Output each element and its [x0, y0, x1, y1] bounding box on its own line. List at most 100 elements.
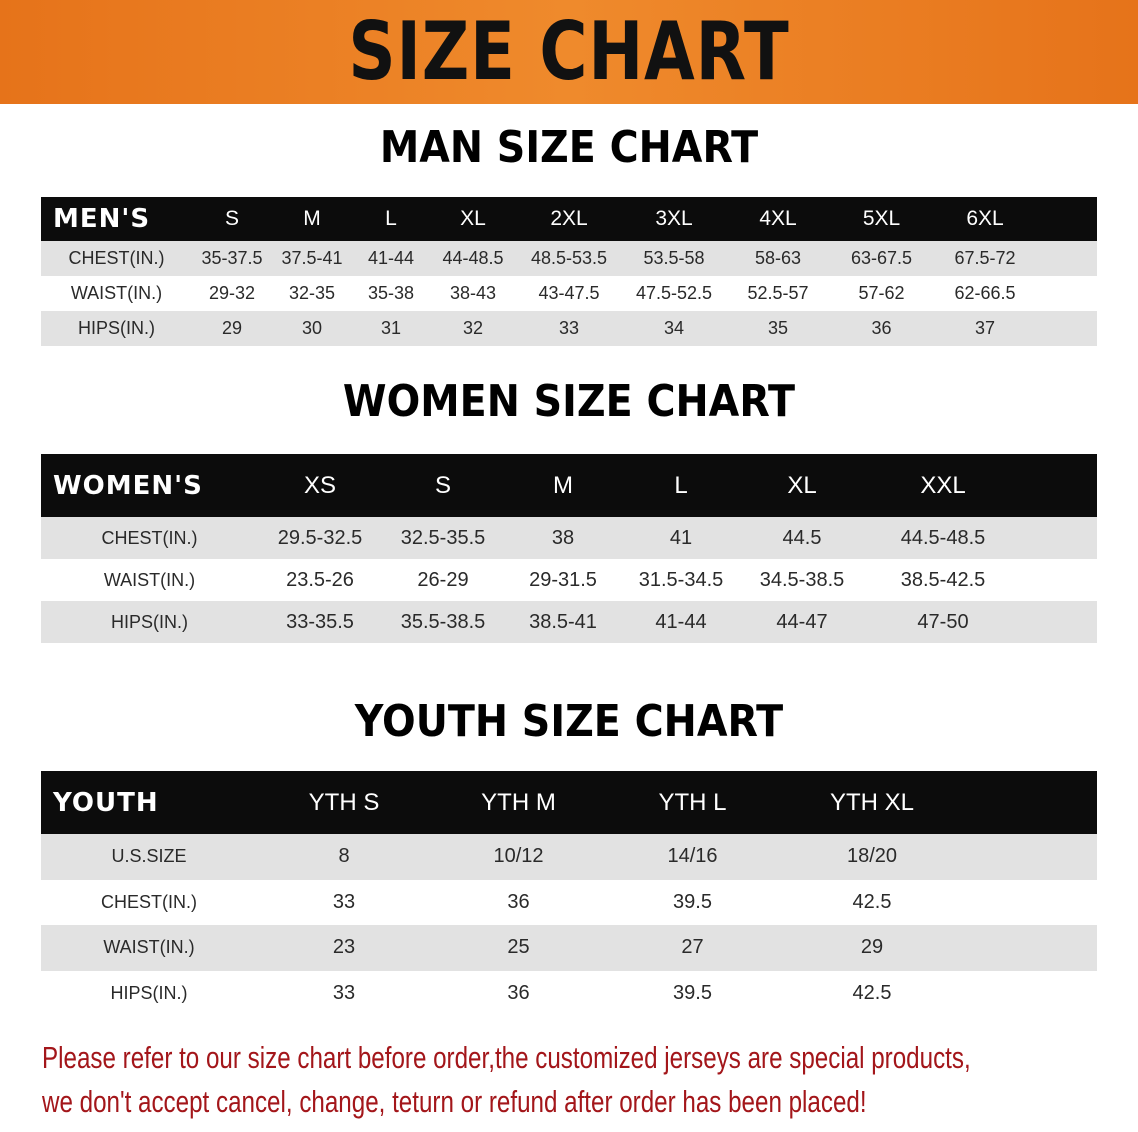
size-column-header: XXL — [920, 471, 966, 499]
measurement-cell: 36 — [871, 318, 892, 338]
table-row: CHEST(IN.) 35-37.5 37.5-41 41-44 44-48.5 48.5… — [41, 241, 1097, 276]
measurement-cell: 57-62 — [858, 283, 905, 303]
size-column-header: L — [385, 207, 397, 230]
measurement-cell: 32.5-35.5 — [400, 526, 486, 549]
size-column-header: S — [224, 207, 239, 230]
measurement-cell: 44-48.5 — [442, 248, 504, 268]
row-label: WAIST(IN.) — [70, 283, 163, 303]
measurement-cell: 53.5-58 — [643, 248, 705, 268]
empty-cell — [1022, 517, 1097, 559]
row-label: WAIST(IN.) — [103, 937, 195, 958]
women-section-title: WOMEN SIZE CHART — [342, 376, 796, 427]
size-column-header: XL — [460, 207, 486, 230]
measurement-cell: 35 — [767, 318, 789, 338]
measurement-cell: 47.5-52.5 — [635, 283, 713, 303]
row-label: HIPS(IN.) — [110, 611, 188, 632]
measurement-cell: 25 — [507, 936, 530, 959]
measurement-cell: 33 — [332, 981, 356, 1004]
men-section-title: MAN SIZE CHART — [379, 122, 759, 173]
measurement-cell: 36 — [507, 981, 530, 1004]
measurement-cell: 29.5-32.5 — [277, 526, 363, 549]
measurement-cell: 35-38 — [367, 283, 415, 303]
size-column-header: 4XL — [759, 207, 797, 230]
measurement-cell: 48.5-53.5 — [530, 248, 608, 268]
table-corner-label: MEN'S — [53, 204, 151, 234]
table-row: HIPS(IN.) 33 36 39.5 42.5 — [41, 970, 1097, 1016]
table-row: CHEST(IN.) 33 36 39.5 42.5 — [41, 879, 1097, 926]
measurement-cell: 29 — [860, 936, 884, 959]
empty-cell — [1037, 197, 1097, 241]
women-size-table: WOMEN'S XS S M L XL XXL CHEST(IN.) 29.5-32.5 32.5… — [41, 454, 1097, 643]
table-corner-label: YOUTH — [53, 787, 159, 818]
measurement-cell: 34.5-38.5 — [759, 568, 845, 591]
measurement-cell: 18/20 — [846, 845, 898, 868]
measurement-cell: 42.5 — [852, 890, 892, 913]
row-label: U.S.SIZE — [111, 846, 187, 867]
measurement-cell: 41 — [669, 526, 693, 549]
row-label: HIPS(IN.) — [110, 982, 188, 1003]
measurement-cell: 37.5-41 — [281, 248, 343, 268]
measurement-cell: 41-44 — [367, 248, 415, 268]
measurement-cell: 35-37.5 — [201, 248, 263, 268]
measurement-cell: 39.5 — [673, 890, 712, 913]
table-row: U.S.SIZE 8 10/12 14/16 18/20 — [41, 834, 1097, 880]
page-title: SIZE CHART — [348, 5, 790, 98]
measurement-cell: 44.5-48.5 — [900, 526, 986, 549]
youth-size-table: YOUTH YTH S YTH M YTH L YTH XL U.S.SIZE 8 10/12… — [41, 771, 1097, 1016]
measurement-cell: 52.5-57 — [747, 283, 809, 303]
measurement-cell: 34 — [663, 318, 685, 338]
measurement-cell: 37 — [974, 318, 996, 338]
measurement-cell: 29-32 — [208, 283, 256, 303]
empty-cell — [965, 834, 1097, 880]
measurement-cell: 35.5-38.5 — [400, 610, 486, 633]
row-label: WAIST(IN.) — [103, 569, 196, 590]
measurement-cell: 47-50 — [917, 610, 969, 633]
table-row: HIPS(IN.) 33-35.5 35.5-38.5 38.5-41 41-44 44-… — [41, 601, 1097, 643]
measurement-cell: 62-66.5 — [954, 283, 1016, 303]
empty-cell — [1022, 454, 1097, 517]
measurement-cell: 32-35 — [288, 283, 336, 303]
measurement-cell: 42.5 — [852, 981, 892, 1004]
header-row: WOMEN'S XS S M L XL XXL — [41, 454, 1097, 517]
youth-section-title: YOUTH SIZE CHART — [354, 696, 784, 747]
size-column-header: YTH M — [481, 788, 556, 816]
measurement-cell: 27 — [681, 936, 704, 959]
empty-cell — [1037, 241, 1097, 276]
empty-cell — [965, 880, 1097, 926]
size-column-header: YTH S — [308, 788, 380, 816]
size-column-header: XL — [787, 471, 817, 499]
size-column-header: 3XL — [655, 207, 693, 230]
men-size-table: MEN'S S M L XL 2XL 3XL 4XL 5XL 6XL CHEST(IN.) 35-37… — [41, 197, 1097, 346]
measurement-cell: 43-47.5 — [538, 283, 600, 303]
measurement-cell: 44-47 — [776, 610, 828, 633]
size-column-header: L — [674, 471, 688, 499]
size-column-header: YTH L — [658, 788, 727, 816]
empty-cell — [965, 925, 1097, 971]
measurement-cell: 63-67.5 — [850, 248, 913, 268]
size-column-header: YTH XL — [829, 788, 915, 816]
measurement-cell: 8 — [338, 845, 350, 868]
table-row: WAIST(IN.) 23 25 27 29 — [41, 925, 1097, 971]
measurement-cell: 38.5-42.5 — [900, 568, 986, 591]
measurement-cell: 36 — [507, 890, 530, 913]
measurement-cell: 30 — [301, 318, 323, 338]
measurement-cell: 29-31.5 — [529, 568, 597, 591]
table-row: CHEST(IN.) 29.5-32.5 32.5-35.5 38 41 44.5 44.5… — [41, 517, 1097, 559]
measurement-cell: 32 — [462, 318, 484, 338]
measurement-cell: 33 — [558, 318, 580, 338]
size-column-header: M — [303, 207, 321, 230]
measurement-cell: 31.5-34.5 — [638, 568, 724, 591]
measurement-cell: 29 — [221, 318, 243, 338]
row-label: CHEST(IN.) — [68, 248, 165, 268]
measurement-cell: 39.5 — [673, 981, 712, 1004]
measurement-cell: 31 — [380, 318, 402, 338]
measurement-cell: 44.5 — [782, 526, 822, 549]
order-notice-line-2: we don't accept cancel, change, teturn o… — [42, 1084, 867, 1119]
size-column-header: 6XL — [966, 207, 1004, 230]
measurement-cell: 33 — [332, 890, 356, 913]
row-label: HIPS(IN.) — [77, 318, 155, 338]
empty-cell — [965, 771, 1097, 834]
empty-cell — [1022, 559, 1097, 601]
measurement-cell: 41-44 — [655, 610, 707, 633]
measurement-cell: 58-63 — [754, 248, 802, 268]
